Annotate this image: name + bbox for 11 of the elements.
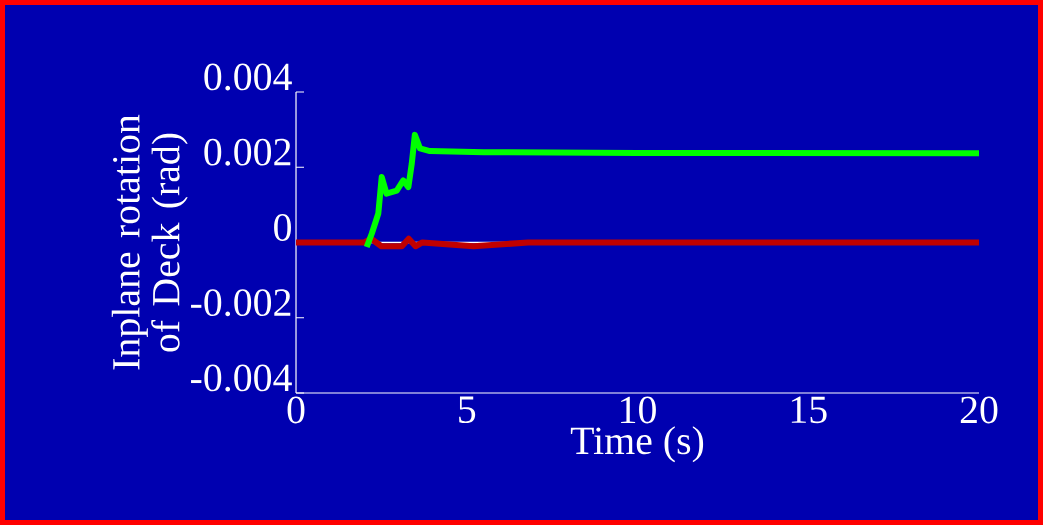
y-tick-label: -0.004: [191, 364, 292, 392]
x-tick-label: 5: [459, 396, 476, 423]
y-axis-title: Inplane rotation of Deck (rad): [111, 114, 188, 370]
x-axis-title: Time (s): [570, 426, 704, 463]
y-tick-label: 0: [274, 214, 291, 241]
x-tick-label: 10: [621, 396, 656, 424]
y-tick-label: 0.004: [204, 63, 292, 91]
y-tick-label: 0.002: [204, 138, 291, 166]
x-tick-label: 15: [791, 396, 827, 424]
x-tick-label: 20: [960, 396, 998, 424]
y-tick-label: -0.002: [191, 289, 291, 317]
